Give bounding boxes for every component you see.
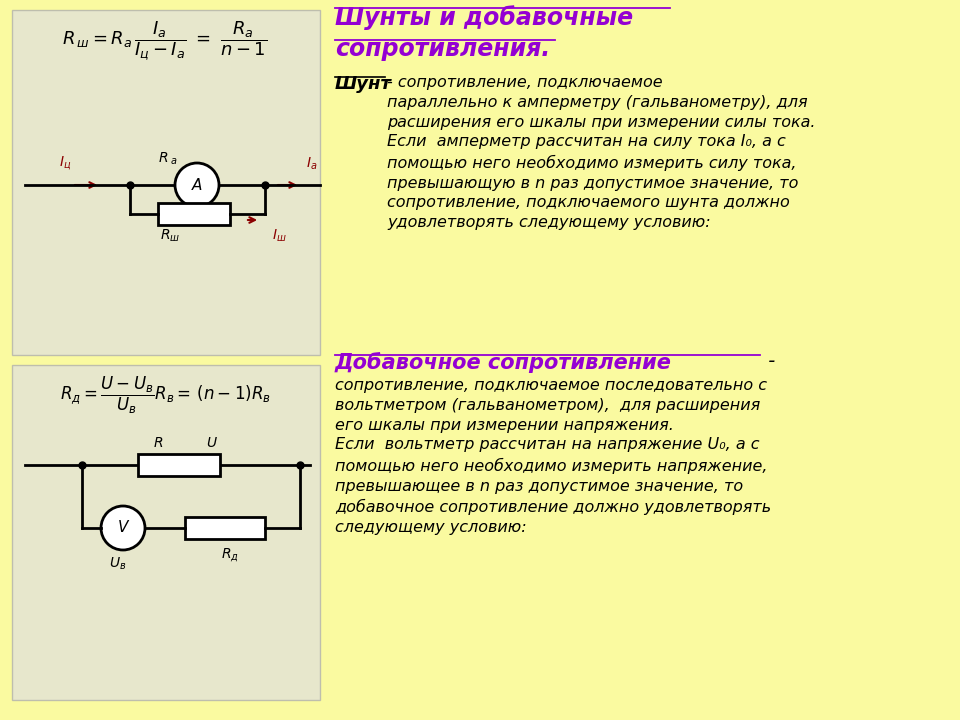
- Text: V: V: [118, 521, 129, 536]
- Text: $R_{д}=\dfrac{U-U_{в}}{U_{в}}R_{в}=\,(n-1)R_{в}$: $R_{д}=\dfrac{U-U_{в}}{U_{в}}R_{в}=\,(n-…: [60, 375, 271, 416]
- Text: $I_{ц}$: $I_{ц}$: [59, 154, 71, 172]
- Text: - сопротивление, подключаемое
параллельно к амперметру (гальванометру), для
расш: - сопротивление, подключаемое параллельн…: [387, 75, 815, 230]
- Circle shape: [175, 163, 219, 207]
- Text: $I_{a}$: $I_{a}$: [306, 156, 318, 172]
- FancyBboxPatch shape: [185, 517, 265, 539]
- Text: Шунты и добавочные: Шунты и добавочные: [335, 5, 634, 30]
- FancyBboxPatch shape: [12, 10, 320, 355]
- Circle shape: [101, 506, 145, 550]
- Text: $R\,_{a}$: $R\,_{a}$: [158, 150, 178, 167]
- Text: $R_{д}$: $R_{д}$: [221, 546, 239, 564]
- Text: сопротивление, подключаемое последовательно с
вольтметром (гальванометром),  для: сопротивление, подключаемое последовател…: [335, 378, 771, 535]
- Text: $R_{\,ш}=R_{a}\,\dfrac{I_{a}}{I_{ц}-I_{a}}\ =\ \dfrac{R_{a}}{n-1}$: $R_{\,ш}=R_{a}\,\dfrac{I_{a}}{I_{ц}-I_{a…: [62, 20, 268, 63]
- FancyBboxPatch shape: [138, 454, 220, 476]
- FancyBboxPatch shape: [12, 365, 320, 700]
- Text: $U_{в}$: $U_{в}$: [109, 556, 127, 572]
- Text: $R_{ш}$: $R_{ш}$: [160, 228, 180, 244]
- Text: Шунт: Шунт: [335, 75, 392, 93]
- Text: $U$: $U$: [206, 436, 218, 450]
- Text: A: A: [192, 178, 203, 192]
- Text: Добавочное сопротивление: Добавочное сопротивление: [335, 352, 672, 373]
- FancyBboxPatch shape: [158, 203, 230, 225]
- Text: -: -: [762, 352, 776, 371]
- Text: $I_{ш}$: $I_{ш}$: [272, 228, 287, 244]
- Text: сопротивления.: сопротивления.: [335, 37, 550, 61]
- Text: $R$: $R$: [153, 436, 163, 450]
